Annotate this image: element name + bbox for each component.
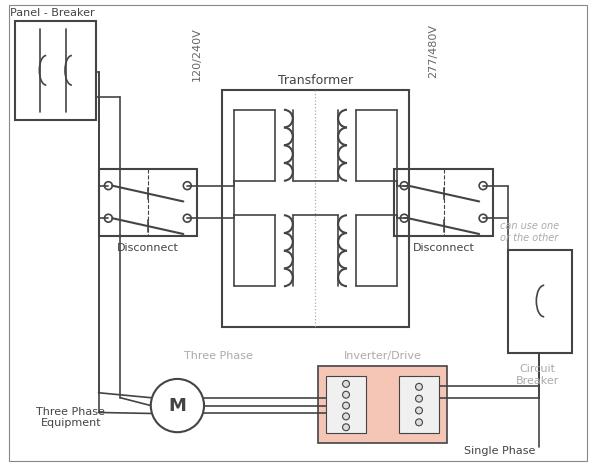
Bar	[508, 250, 572, 353]
Text: Circuit
Breaker: Circuit Breaker	[516, 364, 559, 386]
Text: Three Phase
Equipment: Three Phase Equipment	[37, 407, 106, 428]
Bar	[15, 21, 96, 120]
Circle shape	[415, 384, 422, 391]
Bar	[399, 376, 439, 433]
Circle shape	[415, 395, 422, 402]
Text: Inverter/Drive: Inverter/Drive	[343, 351, 421, 361]
Bar	[394, 169, 493, 236]
Text: Transformer: Transformer	[278, 74, 353, 87]
Text: Panel - Breaker: Panel - Breaker	[10, 8, 94, 18]
Circle shape	[151, 379, 204, 432]
Circle shape	[343, 424, 349, 431]
Text: Disconnect: Disconnect	[117, 243, 179, 253]
Circle shape	[343, 402, 349, 409]
Circle shape	[343, 391, 349, 398]
Bar	[326, 376, 366, 433]
Bar	[319, 366, 447, 443]
Text: Single Phase: Single Phase	[464, 446, 536, 456]
Text: Three Phase: Three Phase	[185, 351, 253, 361]
Circle shape	[415, 407, 422, 414]
Text: can use one
or the other: can use one or the other	[500, 221, 559, 243]
Circle shape	[343, 380, 349, 387]
Bar	[222, 90, 409, 327]
Text: 120/240V: 120/240V	[192, 27, 202, 82]
Text: Disconnect: Disconnect	[413, 243, 474, 253]
Bar	[99, 169, 197, 236]
Circle shape	[415, 419, 422, 426]
Circle shape	[343, 413, 349, 420]
Text: M: M	[169, 397, 186, 415]
Text: 277/480V: 277/480V	[428, 24, 438, 77]
